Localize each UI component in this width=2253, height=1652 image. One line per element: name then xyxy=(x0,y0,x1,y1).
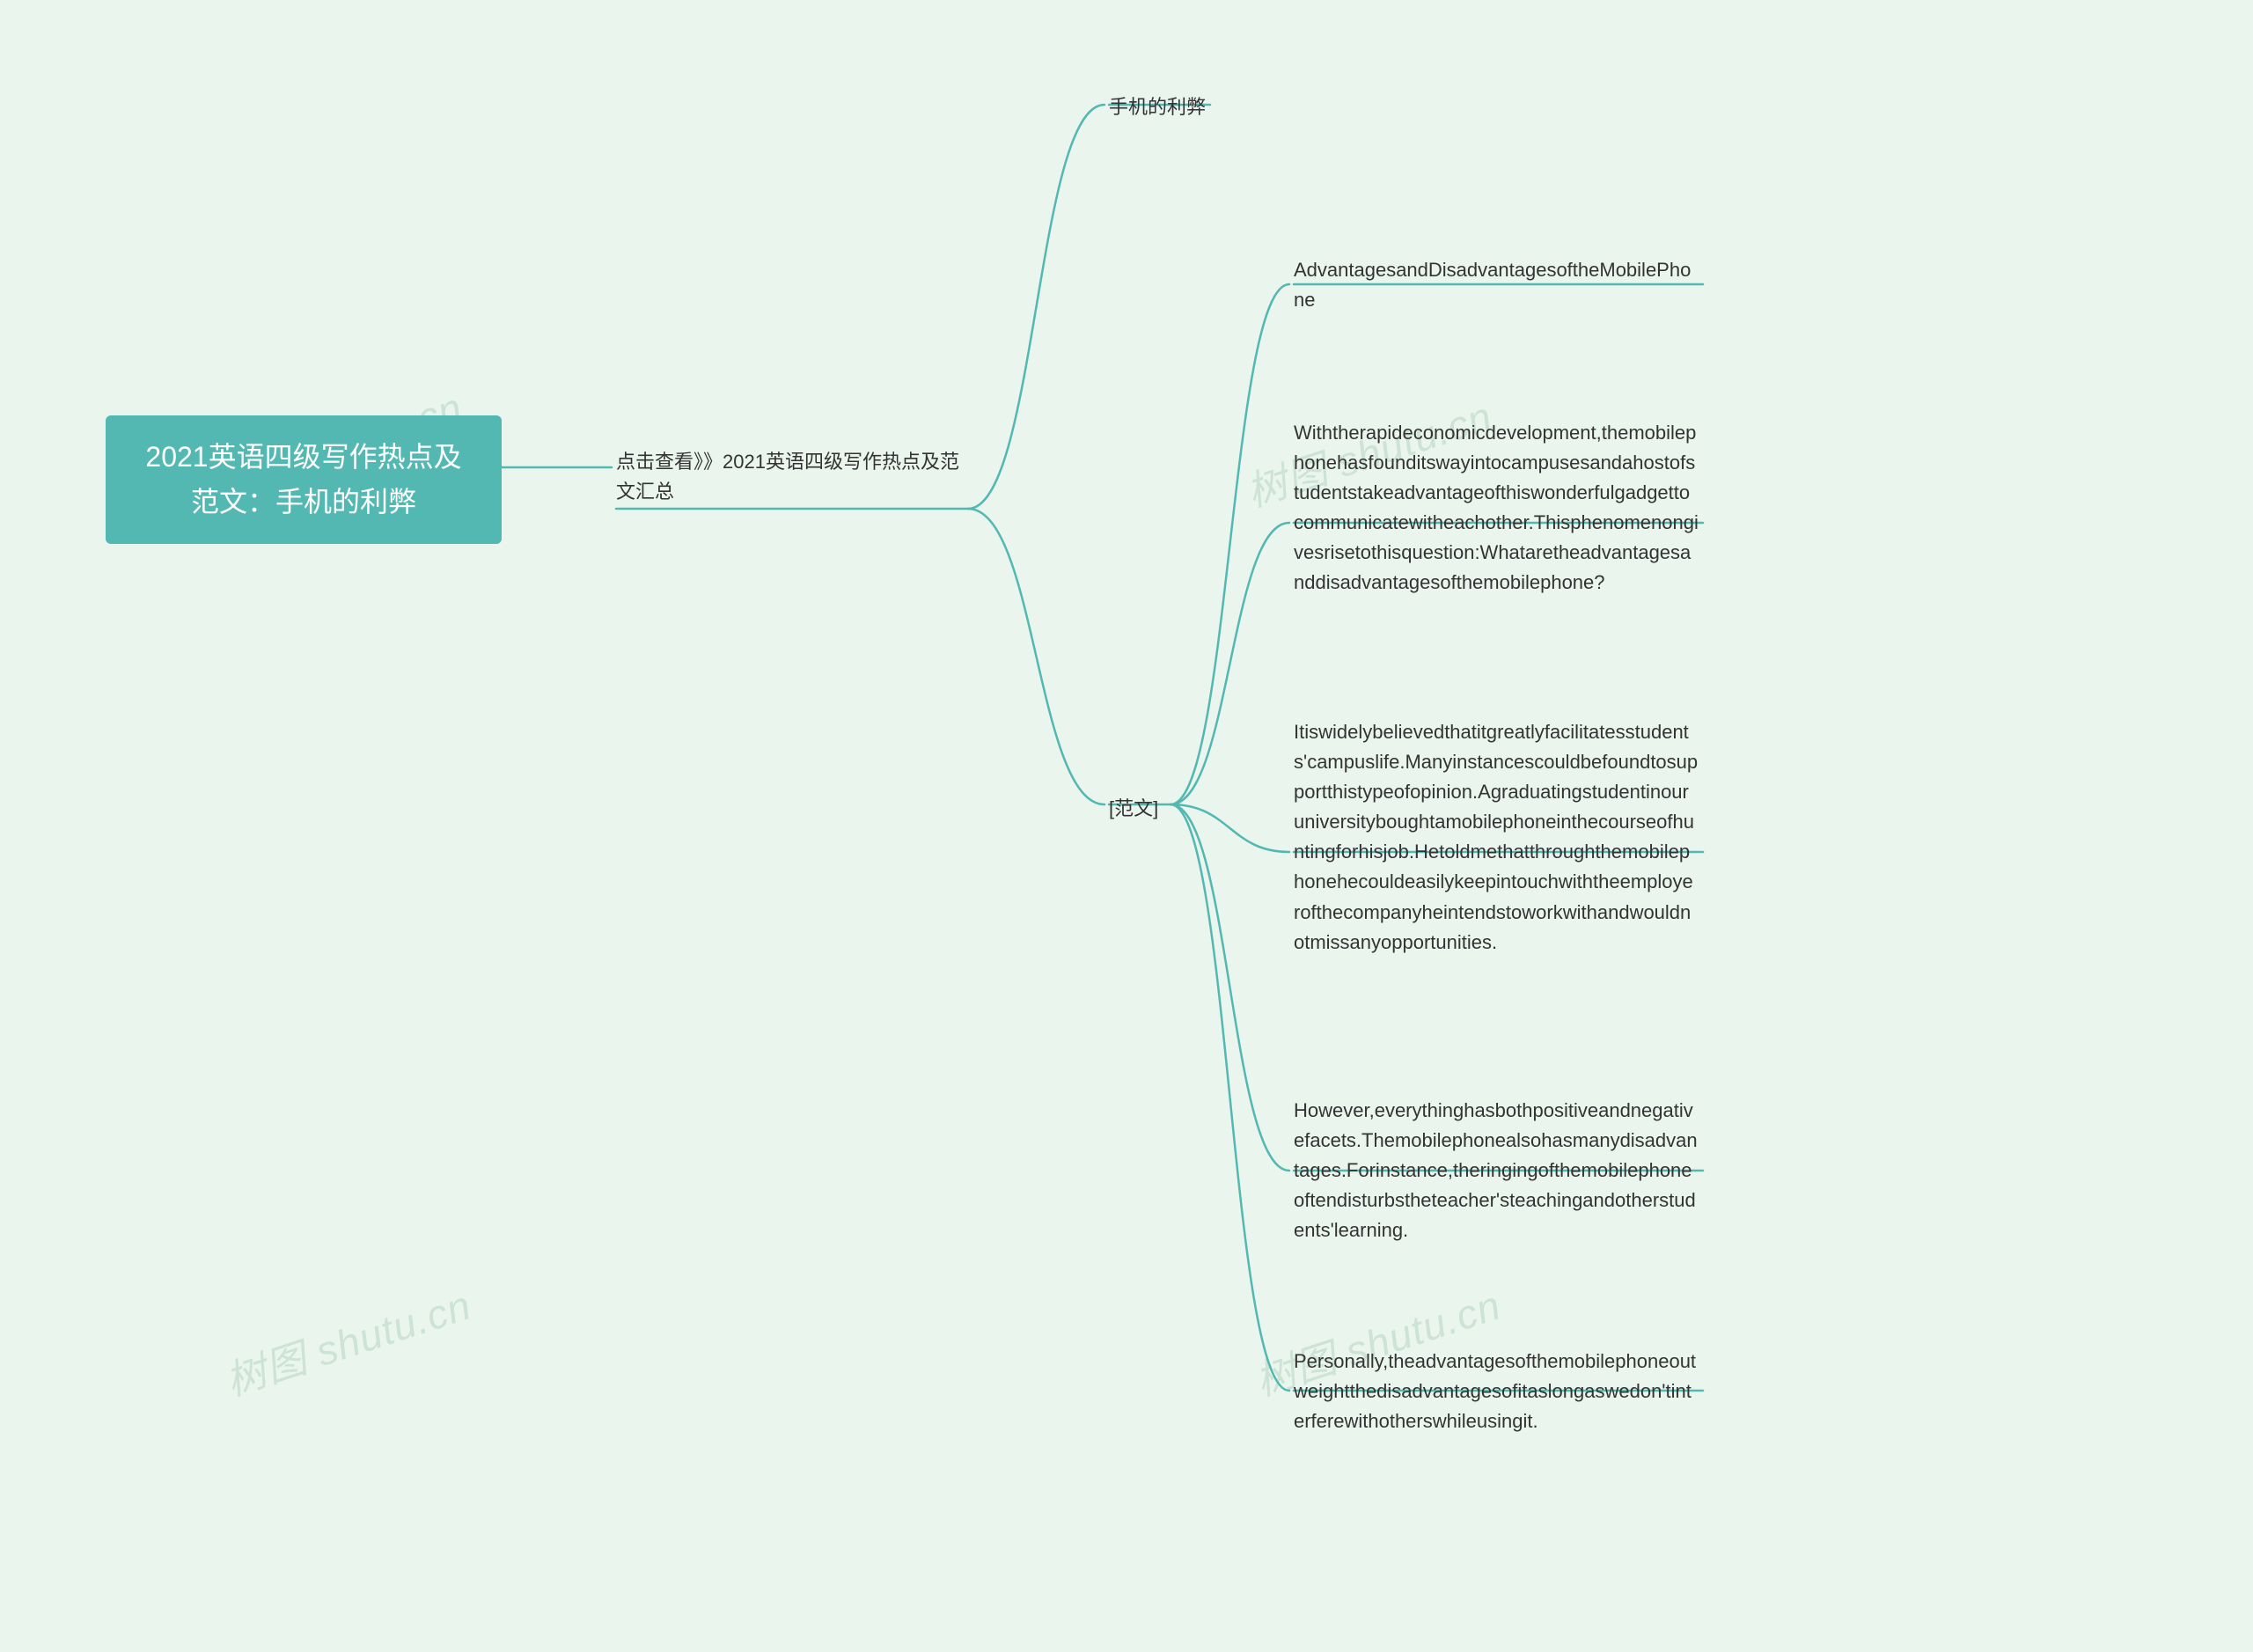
watermark: 树图 shutu.cn xyxy=(217,1274,478,1407)
mindmap-node-paragraph[interactable]: AdvantagesandDisadvantagesoftheMobilePho… xyxy=(1294,255,1699,315)
mindmap-node-paragraph[interactable]: Personally,theadvantagesofthemobilephone… xyxy=(1294,1347,1699,1436)
connector-layer xyxy=(0,0,2253,1652)
mindmap-node-paragraph[interactable]: Withtherapideconomicdevelopment,themobil… xyxy=(1294,418,1699,598)
mindmap-node-level1[interactable]: 点击查看》》2021英语四级写作热点及范文汇总 xyxy=(616,447,968,507)
mindmap-node-paragraph[interactable]: However,everythinghasbothpositiveandnega… xyxy=(1294,1096,1699,1245)
mindmap-node-sample[interactable]: [范文] xyxy=(1109,794,1188,824)
mindmap-root-node[interactable]: 2021英语四级写作热点及范文：手机的利弊 xyxy=(106,415,502,544)
mindmap-node-topic[interactable]: 手机的利弊 xyxy=(1109,92,1285,122)
mindmap-node-paragraph[interactable]: Itiswidelybelievedthatitgreatlyfacilitat… xyxy=(1294,717,1699,958)
